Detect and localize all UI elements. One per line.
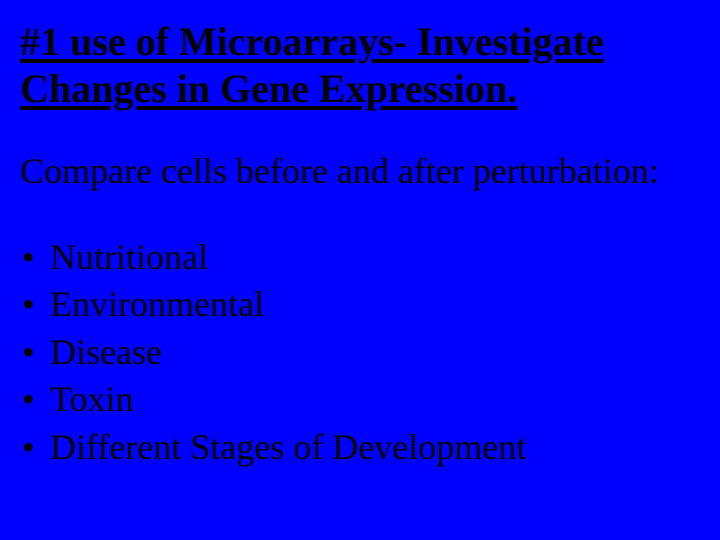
- list-item: Different Stages of Development: [20, 424, 700, 472]
- list-item: Disease: [20, 329, 700, 377]
- list-item: Environmental: [20, 281, 700, 329]
- slide-subtitle: Compare cells before and after perturbat…: [20, 150, 700, 193]
- list-item: Toxin: [20, 376, 700, 424]
- slide-title: #1 use of Microarrays- Investigate Chang…: [20, 18, 700, 112]
- list-item: Nutritional: [20, 234, 700, 282]
- bullet-list: Nutritional Environmental Disease Toxin …: [20, 234, 700, 472]
